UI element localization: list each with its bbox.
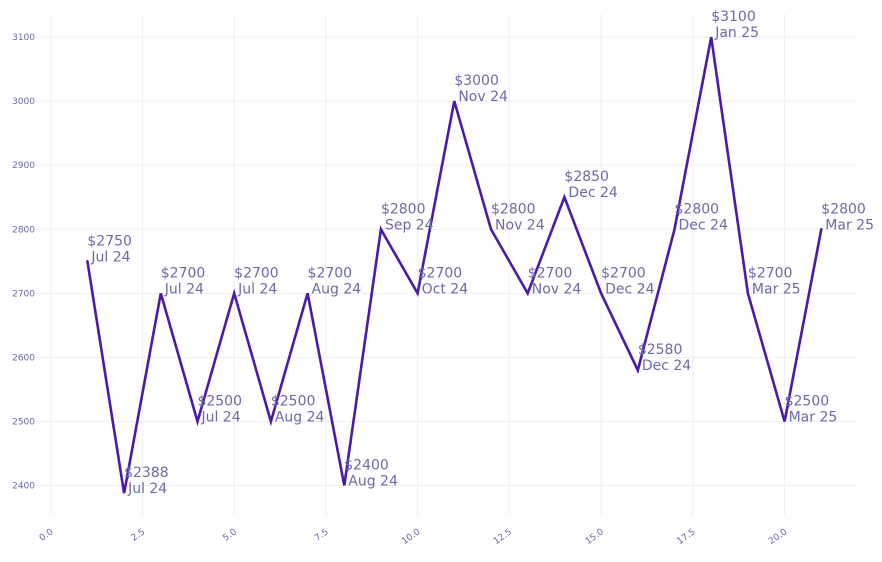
data-label-month: Jul 24 [164, 281, 204, 297]
x-tick-label: 20.0 [767, 527, 789, 547]
data-label-price: $3100 [711, 9, 756, 25]
data-label-month: Nov 24 [458, 89, 508, 105]
data-label-month: Mar 25 [825, 217, 874, 233]
y-tick-label: 2700 [12, 289, 35, 299]
y-tick-label: 2500 [12, 417, 35, 427]
x-tick-label: 15.0 [584, 527, 606, 547]
data-label-price: $2388 [124, 465, 169, 481]
data-label-price: $3000 [454, 73, 499, 89]
data-label-price: $2700 [234, 265, 279, 281]
data-label-price: $2500 [785, 393, 830, 409]
y-tick-label: 2600 [12, 353, 35, 363]
data-label-price: $2700 [161, 265, 206, 281]
y-axis: 2400 2500 2600 2700 2800 2900 3000 3100 [12, 33, 35, 491]
data-label-month: Jul 24 [90, 249, 130, 265]
price-series-line [86, 36, 823, 494]
data-label-price: $2800 [821, 201, 866, 217]
x-tick-label: 7.5 [313, 527, 330, 543]
data-label-price: $2800 [381, 201, 426, 217]
data-label-price: $2700 [601, 265, 646, 281]
y-tick-label: 2800 [12, 225, 35, 235]
data-label-price: $2700 [418, 265, 463, 281]
data-label-month: Jan 25 [714, 25, 759, 41]
data-label-month: Nov 24 [532, 281, 582, 297]
data-label-price: $2580 [638, 342, 683, 358]
data-label-price: $2400 [344, 458, 389, 474]
data-label-month: Dec 24 [679, 217, 728, 233]
data-label-price: $2700 [528, 265, 573, 281]
data-label-month: Aug 24 [312, 281, 362, 297]
x-tick-label: 10.0 [400, 527, 422, 547]
data-label-price: $2750 [87, 233, 132, 249]
data-label-price: $2700 [308, 265, 353, 281]
data-label-price: $2500 [271, 393, 316, 409]
y-tick-label: 2900 [12, 161, 35, 171]
y-tick-label: 2400 [12, 482, 35, 492]
data-label-month: Oct 24 [422, 281, 469, 297]
data-label-month: Dec 24 [605, 281, 654, 297]
data-label-month: Dec 24 [568, 185, 617, 201]
data-label-price: $2500 [197, 393, 242, 409]
data-label-month: Aug 24 [348, 474, 398, 490]
data-label-month: Mar 25 [752, 281, 801, 297]
data-label-month: Nov 24 [495, 217, 545, 233]
data-label-month: Mar 25 [789, 409, 838, 425]
grid-layer [36, 14, 858, 515]
x-axis: 0.0 2.5 5.0 7.5 10.0 12.5 15.0 17.5 20.0 [38, 527, 790, 547]
data-label-month: Jul 24 [237, 281, 277, 297]
x-tick-label: 5.0 [221, 527, 239, 544]
y-tick-label: 3100 [12, 33, 35, 43]
data-label-price: $2800 [491, 201, 536, 217]
x-tick-label: 0.0 [38, 527, 56, 544]
data-label-month: Sep 24 [385, 217, 434, 233]
x-tick-label: 12.5 [492, 527, 514, 547]
x-tick-label: 2.5 [130, 527, 147, 543]
y-tick-label: 3000 [12, 97, 35, 107]
data-label-price: $2800 [675, 201, 720, 217]
data-label-price: $2700 [748, 265, 793, 281]
x-tick-label: 17.5 [675, 527, 697, 547]
data-label-price: $2850 [564, 169, 609, 185]
data-label-month: Jul 24 [200, 409, 240, 425]
data-label-month: Jul 24 [127, 481, 167, 497]
data-label-month: Aug 24 [275, 409, 325, 425]
data-label-month: Dec 24 [642, 358, 691, 374]
